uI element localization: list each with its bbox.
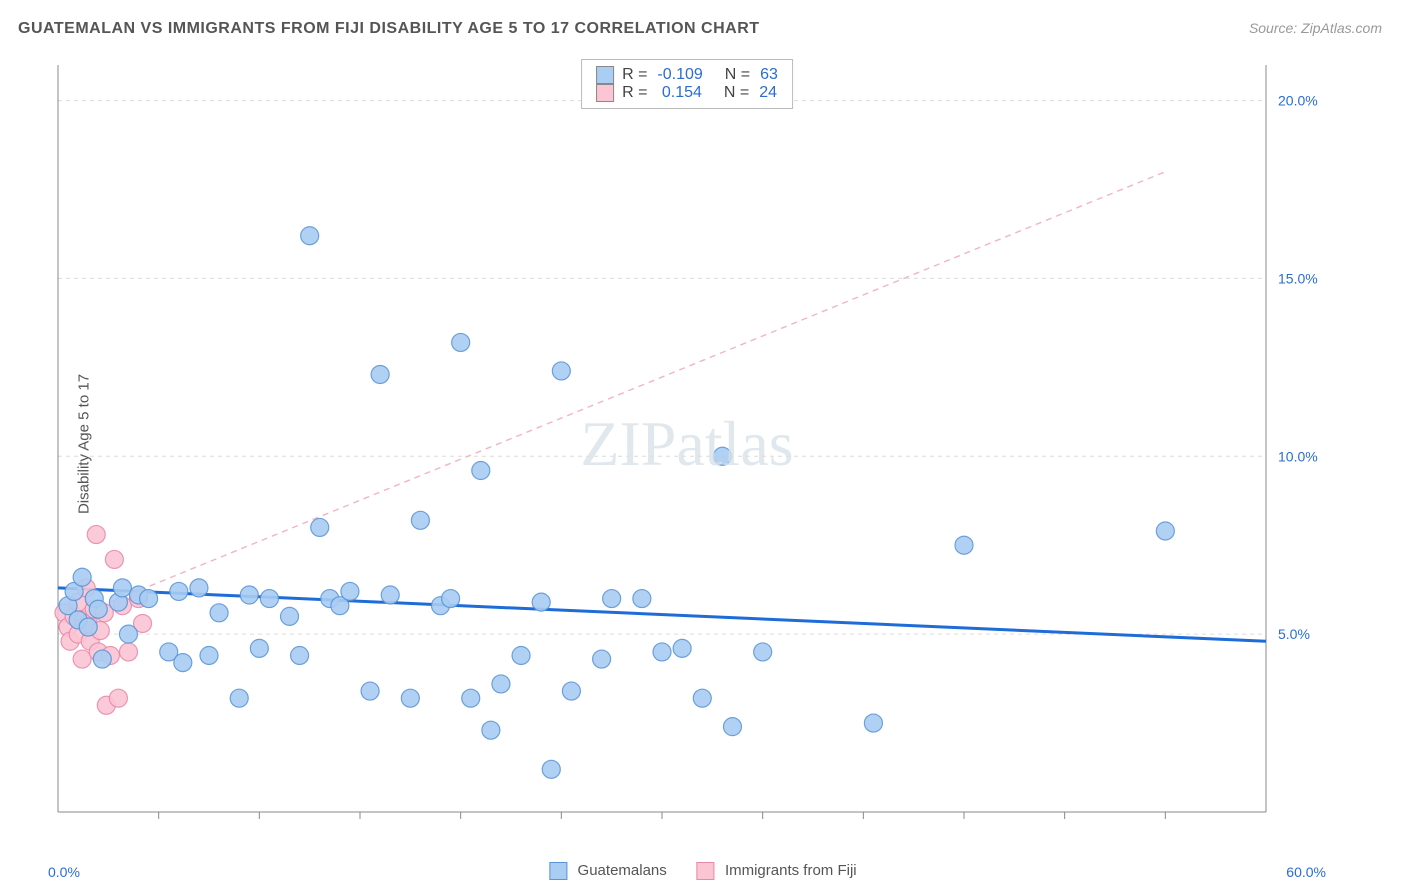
n-value-2: 24 bbox=[759, 84, 777, 102]
svg-text:15.0%: 15.0% bbox=[1278, 270, 1318, 286]
y-axis-label: Disability Age 5 to 17 bbox=[76, 373, 93, 513]
r-value-1: -0.109 bbox=[657, 66, 702, 84]
legend-swatch-blue bbox=[596, 66, 614, 84]
legend-swatch-guatemalans bbox=[549, 862, 567, 880]
series-legend: Guatemalans Immigrants from Fiji bbox=[549, 862, 856, 880]
svg-text:20.0%: 20.0% bbox=[1278, 93, 1318, 109]
chart-title: GUATEMALAN VS IMMIGRANTS FROM FIJI DISAB… bbox=[18, 20, 760, 38]
legend-row-2: R = 0.154 N =24 bbox=[596, 84, 778, 102]
scatter-chart: 5.0% 10.0% 15.0% 20.0% bbox=[48, 55, 1326, 832]
correlation-legend: R =-0.109 N =63 R = 0.154 N =24 bbox=[581, 59, 793, 109]
source-attribution: Source: ZipAtlas.com bbox=[1249, 20, 1382, 36]
legend-item-guatemalans: Guatemalans bbox=[549, 862, 666, 880]
x-axis-origin-label: 0.0% bbox=[48, 864, 80, 880]
svg-text:5.0%: 5.0% bbox=[1278, 626, 1310, 642]
chart-area: Disability Age 5 to 17 5.0% 10.0% 15.0% 20.… bbox=[48, 55, 1326, 832]
svg-text:10.0%: 10.0% bbox=[1278, 448, 1318, 464]
x-axis-max-label: 60.0% bbox=[1286, 864, 1326, 880]
legend-swatch-fiji bbox=[697, 862, 715, 880]
legend-label-fiji: Immigrants from Fiji bbox=[725, 862, 857, 879]
n-value-1: 63 bbox=[760, 66, 778, 84]
r-value-2: 0.154 bbox=[657, 84, 702, 102]
legend-item-fiji: Immigrants from Fiji bbox=[697, 862, 857, 880]
legend-row-1: R =-0.109 N =63 bbox=[596, 66, 778, 84]
legend-label-guatemalans: Guatemalans bbox=[578, 862, 667, 879]
legend-swatch-pink bbox=[596, 84, 614, 102]
